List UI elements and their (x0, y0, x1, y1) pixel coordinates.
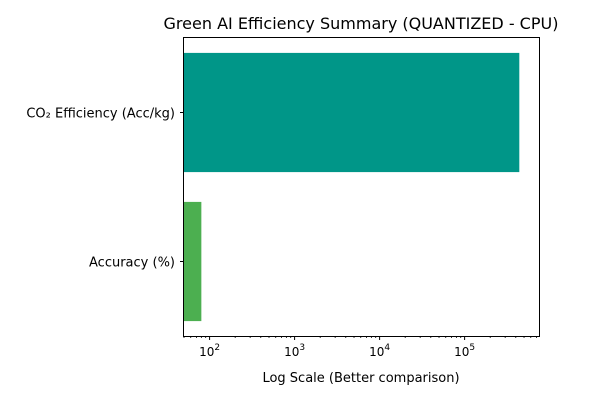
x-tick-label-1e2: 102 (199, 343, 220, 359)
chart-title: Green AI Efficiency Summary (QUANTIZED -… (164, 14, 559, 33)
x-tick-label-1e3: 103 (284, 343, 305, 359)
y-axis-ticks: CO₂ Efficiency (Acc/kg) Accuracy (%) (26, 107, 184, 271)
y-tick-label-accuracy: Accuracy (%) (89, 256, 175, 271)
x-axis-ticks: 102 103 104 105 (183, 336, 537, 359)
bar-accuracy (184, 201, 202, 322)
x-tick-label-1e4: 104 (369, 343, 390, 359)
y-tick-label-co-efficiency-acc-kg: CO₂ Efficiency (Acc/kg) (26, 107, 175, 122)
bars-group (184, 52, 520, 322)
bar-co-efficiency-acc-kg (184, 52, 520, 173)
x-axis-label: Log Scale (Better comparison) (262, 371, 459, 386)
x-tick-label-1e5: 105 (454, 343, 475, 359)
plot-frame (183, 37, 540, 337)
